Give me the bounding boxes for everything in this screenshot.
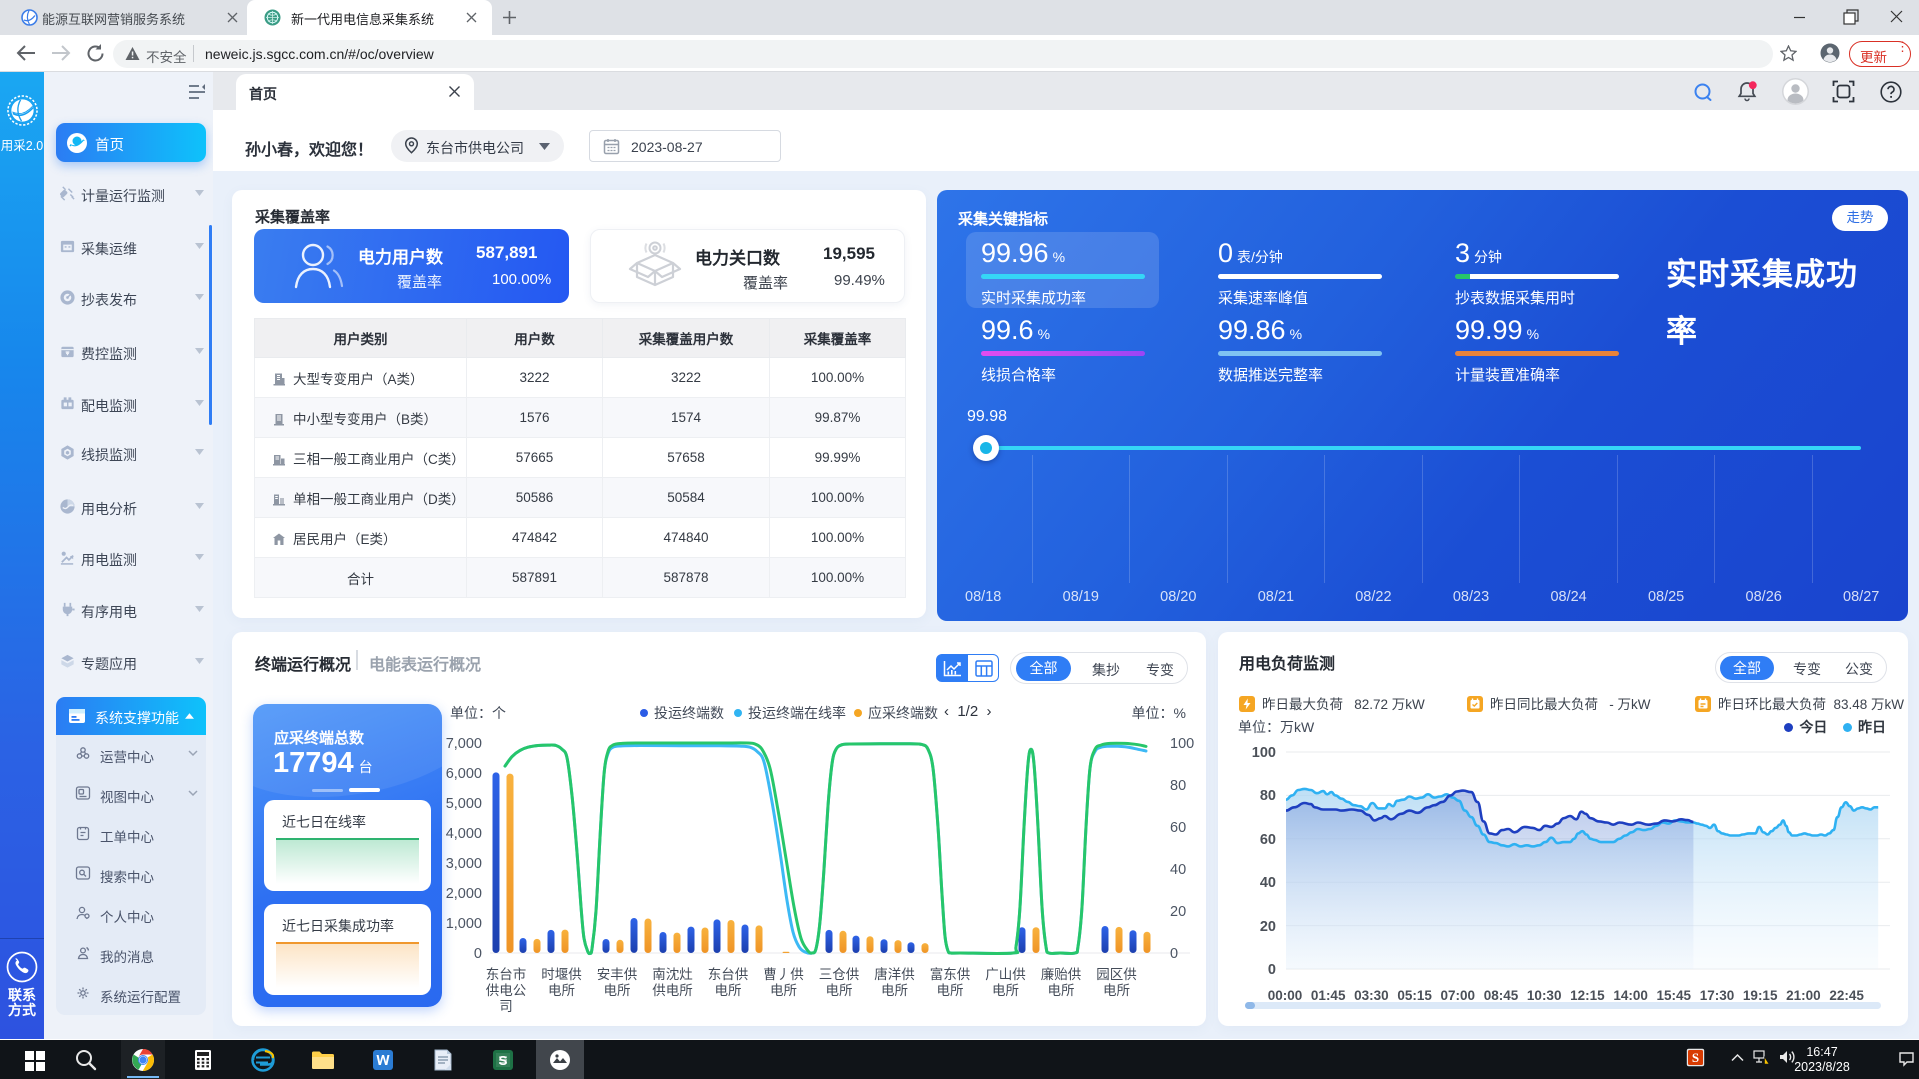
svg-text:0: 0 bbox=[1170, 946, 1178, 962]
svg-text:40: 40 bbox=[1170, 862, 1186, 878]
svg-text:0: 0 bbox=[1268, 962, 1276, 978]
svg-text:1,000: 1,000 bbox=[446, 916, 482, 932]
svg-text:60: 60 bbox=[1170, 820, 1186, 836]
svg-text:21:00: 21:00 bbox=[1786, 988, 1821, 1003]
svg-text:园区供电所: 园区供电所 bbox=[1096, 967, 1137, 998]
svg-text:12:15: 12:15 bbox=[1570, 988, 1605, 1003]
svg-text:40: 40 bbox=[1260, 875, 1276, 891]
svg-text:07:00: 07:00 bbox=[1441, 988, 1476, 1003]
svg-text:廉贻供电所: 廉贻供电所 bbox=[1041, 966, 1082, 998]
svg-text:S: S bbox=[499, 1053, 508, 1068]
svg-text:15:45: 15:45 bbox=[1657, 988, 1692, 1003]
svg-text:5,000: 5,000 bbox=[446, 796, 482, 812]
svg-text:7,000: 7,000 bbox=[446, 736, 482, 752]
svg-text:三仓供电所: 三仓供电所 bbox=[819, 967, 860, 998]
svg-text:东台市供电公司: 东台市供电公司 bbox=[486, 966, 527, 1014]
svg-text:17:30: 17:30 bbox=[1700, 988, 1735, 1003]
svg-text:南沈灶供电所: 南沈灶供电所 bbox=[652, 967, 693, 998]
svg-text:03:30: 03:30 bbox=[1354, 988, 1389, 1003]
svg-text:00:00: 00:00 bbox=[1268, 988, 1303, 1003]
svg-text:4,000: 4,000 bbox=[446, 826, 482, 842]
svg-text:0: 0 bbox=[474, 946, 482, 962]
svg-text:东台供电所: 东台供电所 bbox=[708, 967, 749, 998]
svg-text:S: S bbox=[1692, 1050, 1699, 1065]
svg-text:100: 100 bbox=[1170, 736, 1194, 752]
svg-text:80: 80 bbox=[1260, 788, 1276, 804]
svg-text:20: 20 bbox=[1170, 904, 1186, 920]
svg-text:安丰供电所: 安丰供电所 bbox=[597, 967, 638, 998]
svg-text:08:45: 08:45 bbox=[1484, 988, 1519, 1003]
svg-text:60: 60 bbox=[1260, 832, 1276, 848]
svg-text:01:45: 01:45 bbox=[1311, 988, 1346, 1003]
svg-text:时堰供电所: 时堰供电所 bbox=[541, 967, 582, 998]
svg-text:6,000: 6,000 bbox=[446, 766, 482, 782]
svg-text:20: 20 bbox=[1260, 919, 1276, 935]
svg-text:22:45: 22:45 bbox=[1829, 988, 1864, 1003]
svg-text:2,000: 2,000 bbox=[446, 886, 482, 902]
svg-text:100: 100 bbox=[1252, 745, 1276, 761]
svg-text:19:15: 19:15 bbox=[1743, 988, 1778, 1003]
svg-text:唐洋供电所: 唐洋供电所 bbox=[874, 966, 915, 998]
svg-text:富东供电所: 富东供电所 bbox=[930, 966, 971, 998]
svg-text:05:15: 05:15 bbox=[1397, 988, 1432, 1003]
svg-text:广山供电所: 广山供电所 bbox=[985, 967, 1026, 998]
svg-text:曹丿供电所: 曹丿供电所 bbox=[763, 967, 804, 998]
svg-text:14:00: 14:00 bbox=[1613, 988, 1648, 1003]
svg-text:80: 80 bbox=[1170, 778, 1186, 794]
svg-text:3,000: 3,000 bbox=[446, 856, 482, 872]
svg-text:10:30: 10:30 bbox=[1527, 988, 1562, 1003]
